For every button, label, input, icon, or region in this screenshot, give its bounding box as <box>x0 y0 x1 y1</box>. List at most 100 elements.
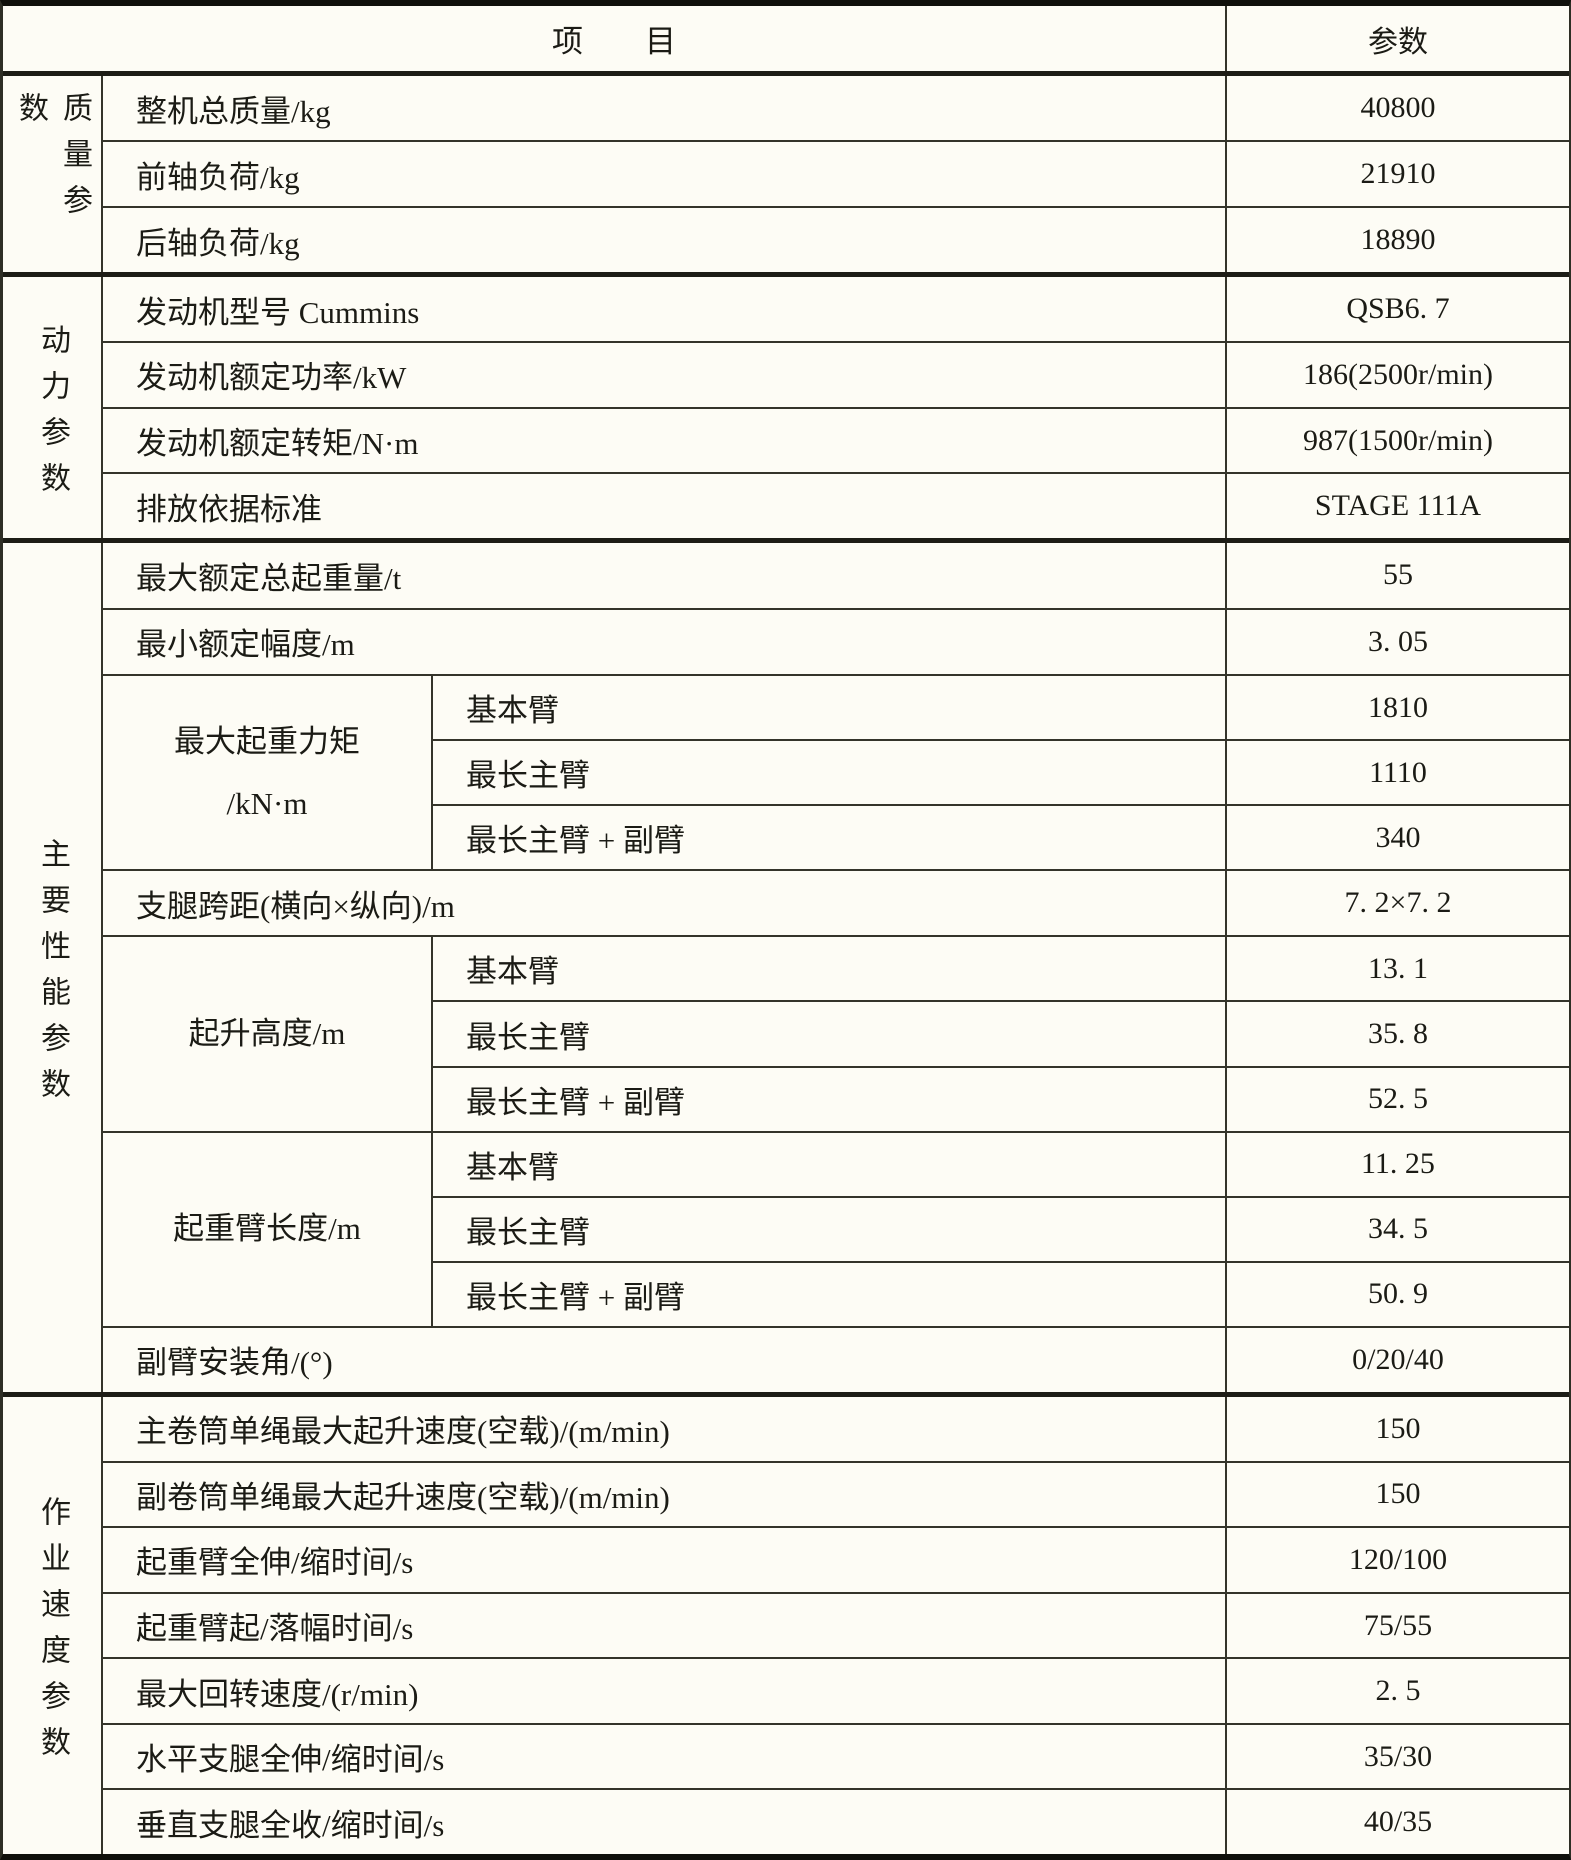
row-value: STAGE 111A <box>1225 474 1569 539</box>
table-row: 基本臂 13. 1 <box>433 937 1569 1001</box>
table-row: 最长主臂 1110 <box>433 739 1569 805</box>
header-param-label: 参数 <box>1225 6 1569 72</box>
table-row: 最小额定幅度/m 3. 05 <box>103 607 1569 674</box>
row-item-label: 基本臂 <box>466 954 559 990</box>
row-value: 1810 <box>1225 676 1569 740</box>
row-value: 52. 5 <box>1225 1067 1569 1131</box>
table-row: 最长主臂 + 副臂 340 <box>433 804 1569 870</box>
group-rows: 整机总质量/kg 40800 前轴负荷/kg 21910 后轴负荷/kg 188… <box>103 76 1569 273</box>
table-row: 最长主臂 + 副臂 50. 9 <box>433 1260 1569 1326</box>
row-value: 7. 2×7. 2 <box>1225 871 1569 936</box>
row-item-label: 基本臂 <box>466 693 559 729</box>
table-row: 副卷筒单绳最大起升速度(空载)/(m/min) 150 <box>103 1460 1569 1527</box>
table-row: 基本臂 11. 25 <box>433 1132 1569 1196</box>
table-row: 起重臂全伸/缩时间/s 120/100 <box>103 1526 1569 1592</box>
row-value: 2. 5 <box>1225 1659 1569 1723</box>
table-row: 最大回转速度/(r/min) 2. 5 <box>103 1657 1569 1723</box>
subgroup-rows: 基本臂 11. 25 最长主臂 34. 5 最长主臂 + 副臂 50. 9 <box>433 1132 1569 1326</box>
group-label: 动力参数 <box>3 277 103 539</box>
row-item-label: 发动机额定转矩/N·m <box>136 426 419 462</box>
table-row: 最长主臂 + 副臂 52. 5 <box>433 1065 1569 1131</box>
row-value: 34. 5 <box>1225 1197 1569 1261</box>
subgroup-label: 起升高度/m <box>103 937 433 1131</box>
row-value: 340 <box>1225 806 1569 870</box>
table-row: 发动机额定转矩/N·m 987(1500r/min) <box>103 406 1569 473</box>
subgroup-label: 最大起重力矩 /kN·m <box>103 676 433 870</box>
table-row: 最长主臂 35. 8 <box>433 1000 1569 1066</box>
row-value: 13. 1 <box>1225 937 1569 1001</box>
table-row: 垂直支腿全收/缩时间/s 40/35 <box>103 1788 1569 1855</box>
subgroup-label: 起重臂长度/m <box>103 1132 433 1326</box>
row-item-label: 最大额定总起重量/t <box>136 560 402 596</box>
table-row: 主卷筒单绳最大起升速度(空载)/(m/min) 150 <box>103 1397 1569 1461</box>
row-item-label: 起重臂起/落幅时间/s <box>136 1611 414 1647</box>
row-item-label: 支腿跨距(横向×纵向)/m <box>136 888 455 924</box>
row-item-label: 起重臂全伸/缩时间/s <box>136 1545 414 1581</box>
row-item-label: 垂直支腿全收/缩时间/s <box>136 1807 445 1843</box>
row-value: 21910 <box>1225 142 1569 207</box>
row-item-label: 副卷筒单绳最大起升速度(空载)/(m/min) <box>136 1479 670 1515</box>
table-row: 起重臂起/落幅时间/s 75/55 <box>103 1591 1569 1658</box>
row-item-label: 主卷筒单绳最大起升速度(空载)/(m/min) <box>136 1414 670 1450</box>
table-row: 发动机额定功率/kW 186(2500r/min) <box>103 340 1569 407</box>
table-row: 发动机型号 Cummins QSB6. 7 <box>103 277 1569 341</box>
group-rows: 发动机型号 Cummins QSB6. 7 发动机额定功率/kW 186(250… <box>103 277 1569 539</box>
table-row: 前轴负荷/kg 21910 <box>103 140 1569 207</box>
group-speed-params: 作业速度参数 主卷筒单绳最大起升速度(空载)/(m/min) 150 副卷筒单绳… <box>3 1392 1569 1855</box>
row-item-label: 基本臂 <box>466 1149 559 1185</box>
table-row: 水平支腿全伸/缩时间/s 35/30 <box>103 1722 1569 1789</box>
row-value: 120/100 <box>1225 1528 1569 1592</box>
row-item-label: 最长主臂 + 副臂 <box>466 1279 685 1315</box>
row-value: 3. 05 <box>1225 609 1569 674</box>
row-item-label: 最小额定幅度/m <box>136 627 355 663</box>
row-value: 18890 <box>1225 208 1569 273</box>
group-label: 作业速度参数 <box>3 1397 103 1854</box>
row-item-label: 最长主臂 <box>466 758 590 794</box>
table-row: 最大额定总起重量/t 55 <box>103 543 1569 608</box>
subgroup-rows: 基本臂 13. 1 最长主臂 35. 8 最长主臂 + 副臂 52. 5 <box>433 937 1569 1131</box>
group-mass-params: 质量参数 整机总质量/kg 40800 前轴负荷/kg 21910 后轴负荷/k… <box>3 71 1569 273</box>
header-item-label: 项 目 <box>552 24 676 60</box>
group-rows: 最大额定总起重量/t 55 最小额定幅度/m 3. 05 最大起重力矩 /kN·… <box>103 543 1569 1392</box>
table-row: 后轴负荷/kg 18890 <box>103 206 1569 273</box>
row-value: 1110 <box>1225 741 1569 805</box>
group-label: 质量参数 <box>3 76 103 273</box>
row-value: 35. 8 <box>1225 1002 1569 1066</box>
subgroup-lifting-height: 起升高度/m 基本臂 13. 1 最长主臂 35. 8 最长主臂 + 副臂 52… <box>103 935 1569 1131</box>
row-item-label: 最长主臂 + 副臂 <box>466 1084 685 1120</box>
table-row: 最长主臂 34. 5 <box>433 1195 1569 1261</box>
row-value: 186(2500r/min) <box>1225 342 1569 407</box>
row-item-label: 后轴负荷/kg <box>136 225 300 261</box>
row-value: 150 <box>1225 1462 1569 1527</box>
subgroup-rows: 基本臂 1810 最长主臂 1110 最长主臂 + 副臂 340 <box>433 676 1569 870</box>
subgroup-boom-length: 起重臂长度/m 基本臂 11. 25 最长主臂 34. 5 最长主臂 + 副臂 … <box>103 1130 1569 1326</box>
row-item-label: 前轴负荷/kg <box>136 159 300 195</box>
table-row: 排放依据标准 STAGE 111A <box>103 472 1569 539</box>
table-row: 整机总质量/kg 40800 <box>103 76 1569 141</box>
row-item-label: 发动机型号 Cummins <box>136 294 420 330</box>
table-row: 副臂安装角/(°) 0/20/40 <box>103 1325 1569 1392</box>
row-item-label: 最长主臂 <box>466 1214 590 1250</box>
subgroup-max-moment: 最大起重力矩 /kN·m 基本臂 1810 最长主臂 1110 最长主臂 + 副… <box>103 674 1569 870</box>
row-value: 150 <box>1225 1397 1569 1461</box>
row-item-label: 副臂安装角/(°) <box>136 1345 333 1381</box>
row-value: 40/35 <box>1225 1790 1569 1855</box>
row-value: 0/20/40 <box>1225 1327 1569 1392</box>
group-performance-params: 主要性能参数 最大额定总起重量/t 55 最小额定幅度/m 3. 05 最大起重… <box>3 538 1569 1392</box>
row-item-label: 整机总质量/kg <box>136 93 331 129</box>
row-value: 35/30 <box>1225 1724 1569 1789</box>
table-row: 基本臂 1810 <box>433 676 1569 740</box>
group-rows: 主卷筒单绳最大起升速度(空载)/(m/min) 150 副卷筒单绳最大起升速度(… <box>103 1397 1569 1855</box>
row-value: 987(1500r/min) <box>1225 408 1569 473</box>
row-item-label: 水平支腿全伸/缩时间/s <box>136 1742 445 1778</box>
row-item-label: 最大回转速度/(r/min) <box>136 1676 419 1712</box>
row-value: 75/55 <box>1225 1593 1569 1658</box>
row-item-label: 最长主臂 + 副臂 <box>466 823 685 859</box>
row-value: 40800 <box>1225 76 1569 141</box>
row-item-label: 排放依据标准 <box>136 491 322 527</box>
group-power-params: 动力参数 发动机型号 Cummins QSB6. 7 发动机额定功率/kW 18… <box>3 272 1569 539</box>
row-item-label: 最长主臂 <box>466 1019 590 1055</box>
group-label: 主要性能参数 <box>3 543 103 1392</box>
table-row: 支腿跨距(横向×纵向)/m 7. 2×7. 2 <box>103 869 1569 936</box>
